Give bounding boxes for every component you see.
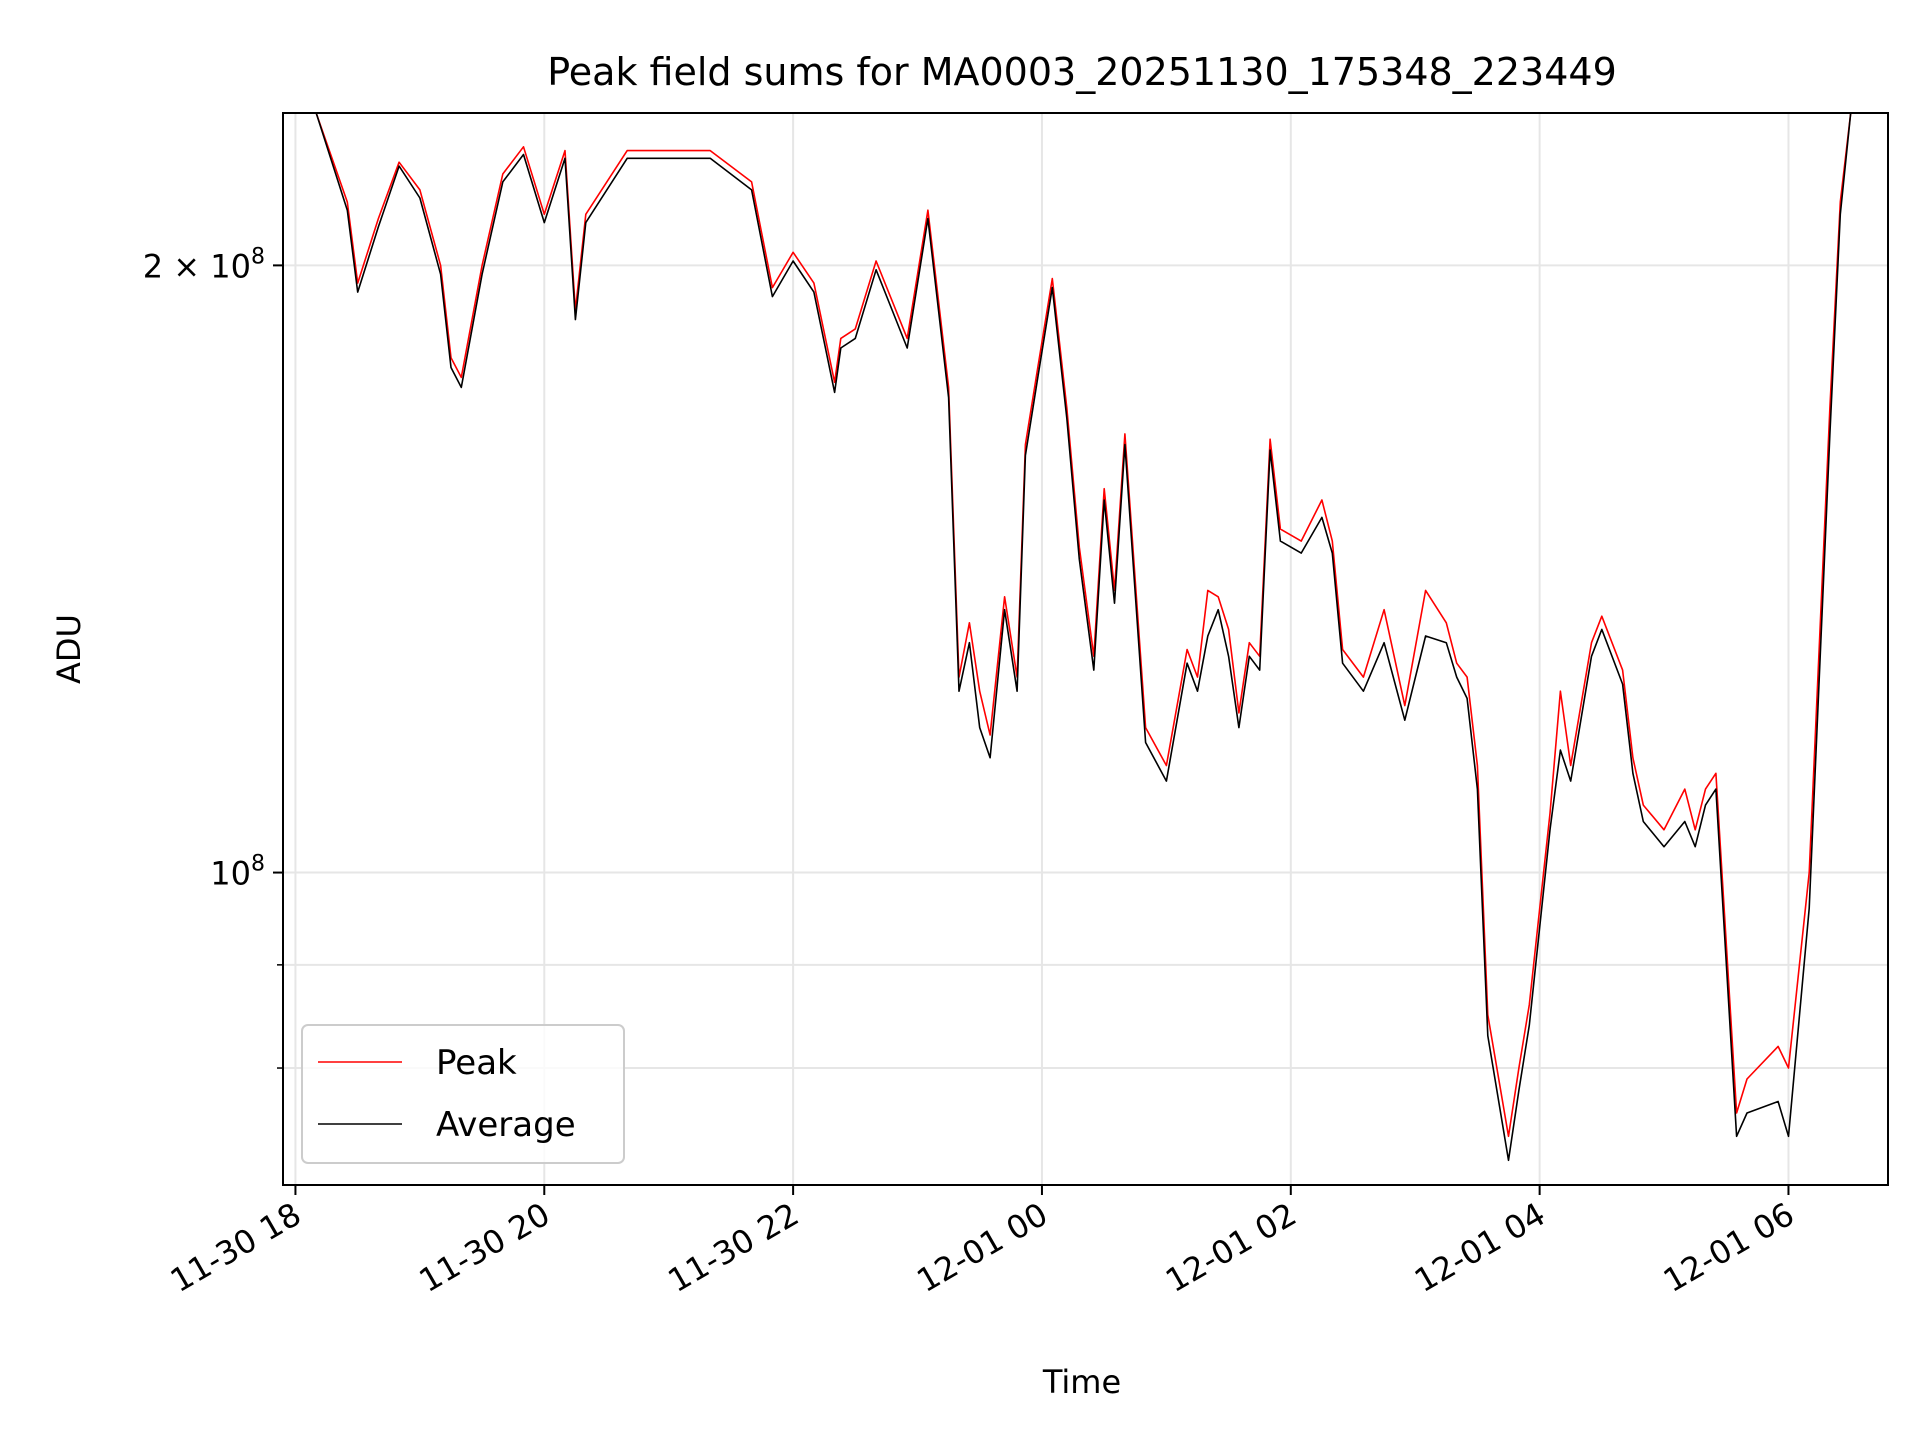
x-axis-label: Time (1042, 1363, 1121, 1401)
legend-label-peak: Peak (436, 1043, 517, 1083)
y-tick-label: 2 × 108 (143, 244, 265, 285)
chart-title: Peak field sums for MA0003_20251130_1753… (547, 50, 1617, 94)
y-axis-label: ADU (50, 614, 88, 684)
legend-label-average: Average (436, 1105, 576, 1145)
legend-box (301, 1024, 625, 1164)
plot-frame (282, 112, 1889, 1186)
grid (283, 113, 1888, 1185)
plot-series (283, 113, 1888, 1162)
y-tick-label: 108 (210, 852, 265, 893)
legend: Peak Average (301, 1024, 625, 1164)
series-line-peak (283, 113, 1888, 1138)
series-line-average (283, 113, 1888, 1162)
